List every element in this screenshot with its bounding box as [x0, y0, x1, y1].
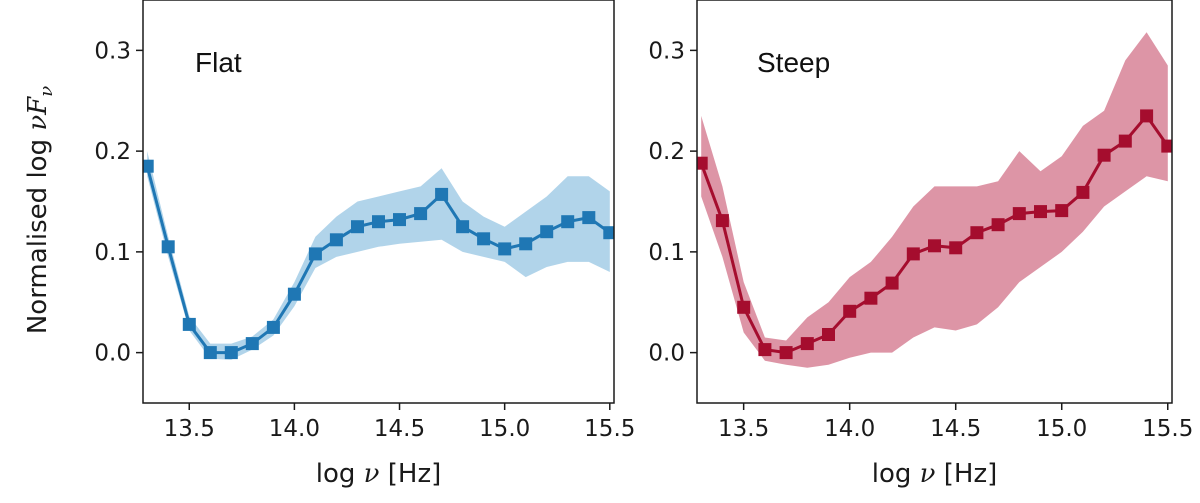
data-point: [287, 287, 301, 301]
data-point: [949, 241, 963, 255]
data-point: [906, 247, 920, 261]
data-point: [697, 156, 708, 170]
data-point: [519, 237, 533, 251]
data-point: [308, 247, 322, 261]
data-point: [1012, 207, 1026, 221]
data-point: [372, 215, 385, 229]
y-tick-label: 0.1: [648, 240, 685, 266]
x-tick-label: 13.5: [164, 416, 215, 442]
data-point: [1161, 139, 1172, 153]
data-point: [928, 239, 941, 253]
data-point: [498, 242, 512, 256]
uncertainty-band: [701, 32, 1168, 368]
plot-frame: [142, 0, 615, 404]
data-point: [456, 220, 470, 234]
data-point: [182, 317, 196, 331]
data-point: [351, 220, 364, 234]
data-point: [203, 346, 217, 360]
y-tick-label: 0.0: [94, 341, 131, 367]
data-point: [1055, 204, 1069, 218]
data-point: [800, 337, 814, 351]
x-axis-label: log ν [Hz]: [316, 459, 441, 489]
data-point: [143, 159, 154, 173]
panel-title: Steep: [757, 47, 830, 78]
x-tick-label: 14.5: [930, 416, 981, 442]
x-tick-label: 15.0: [479, 416, 530, 442]
uncertainty-band: [147, 151, 610, 360]
data-point: [885, 276, 899, 290]
x-tick-label: 13.5: [718, 416, 769, 442]
data-point: [266, 320, 280, 334]
data-point: [1034, 205, 1047, 219]
x-tick-label: 14.5: [374, 416, 425, 442]
data-point: [1097, 148, 1111, 162]
data-point: [843, 304, 857, 318]
steep-panel: 13.5 14.0 14.5 15.0 15.5 0.0 0.1 0.2 0.3 Steep log…: [648, 0, 1193, 489]
flat-panel: 13.5 14.0 14.5 15.0 15.5 0.0 0.1 0.2 0.3 Flat log …: [94, 0, 635, 489]
data-point: [758, 343, 772, 357]
data-point: [864, 291, 878, 305]
data-point: [414, 207, 428, 221]
x-tick-label: 14.0: [824, 416, 875, 442]
data-point: [435, 187, 449, 201]
x-tick-label: 14.0: [269, 416, 320, 442]
panel-title: Flat: [195, 47, 242, 78]
plot-frame: [696, 0, 1173, 404]
data-point: [991, 218, 1005, 232]
data-point: [245, 337, 259, 351]
data-point: [603, 226, 614, 240]
data-point: [737, 300, 751, 314]
y-axis-label: Normalised log νFν: [23, 86, 57, 334]
data-point: [224, 346, 238, 360]
data-point: [715, 214, 729, 228]
y-tick-label: 0.3: [648, 38, 685, 64]
data-point: [561, 215, 575, 229]
y-tick-label: 0.2: [648, 139, 685, 165]
x-tick-label: 15.5: [584, 416, 635, 442]
data-point: [582, 211, 596, 225]
data-point: [477, 232, 491, 246]
y-tick-label: 0.3: [94, 38, 131, 64]
data-point: [970, 226, 984, 240]
data-point: [329, 233, 343, 247]
plot-area: [697, 32, 1172, 368]
data-point: [393, 213, 406, 227]
data-point: [161, 240, 175, 254]
data-point: [1118, 134, 1132, 148]
data-point: [779, 346, 793, 360]
x-tick-label: 15.0: [1036, 416, 1087, 442]
y-tick-label: 0.1: [94, 240, 131, 266]
data-point: [540, 225, 554, 239]
y-tick-label: 0.2: [94, 139, 131, 165]
data-point: [822, 328, 835, 341]
y-tick-label: 0.0: [648, 341, 685, 367]
x-tick-label: 15.5: [1142, 416, 1193, 442]
plot-area: [143, 151, 614, 360]
x-axis-label: log ν [Hz]: [872, 459, 997, 489]
data-point: [1140, 109, 1154, 123]
data-point: [1076, 185, 1090, 199]
